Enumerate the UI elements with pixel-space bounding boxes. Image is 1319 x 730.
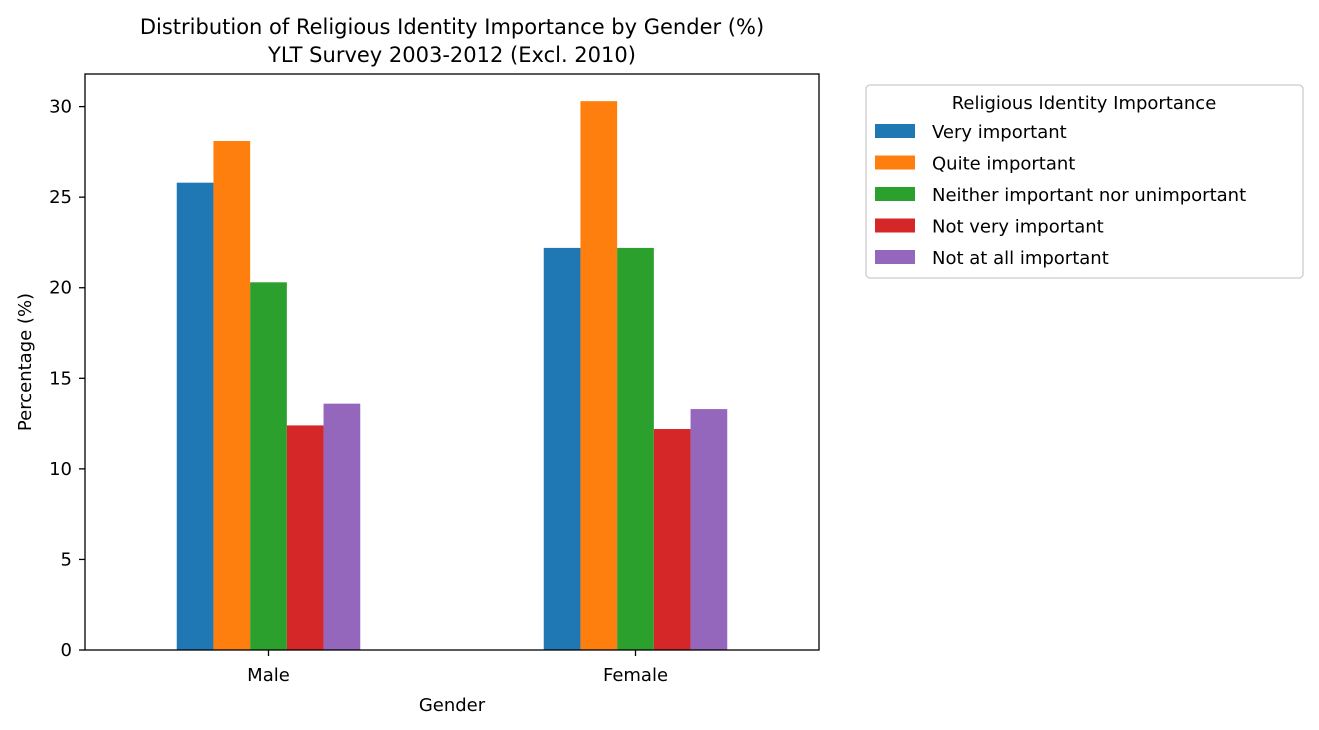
legend-swatch bbox=[875, 250, 915, 264]
bar bbox=[690, 409, 728, 650]
legend-swatch bbox=[875, 218, 915, 233]
x-axis-label: Gender bbox=[419, 695, 486, 716]
y-tick-label: 15 bbox=[49, 368, 72, 389]
legend-swatch bbox=[875, 155, 915, 170]
x-axis: Male Female bbox=[247, 650, 668, 686]
bar bbox=[250, 282, 287, 650]
bar bbox=[323, 403, 361, 650]
legend: Religious Identity Importance Very impor… bbox=[865, 84, 1304, 279]
legend-entry-label: Neither important nor unimportant bbox=[932, 185, 1246, 206]
bar bbox=[213, 141, 251, 650]
legend-frame bbox=[865, 84, 1304, 279]
legend-entry-label: Very important bbox=[932, 122, 1067, 143]
legend-swatch bbox=[875, 187, 915, 201]
y-tick-label: 10 bbox=[49, 459, 72, 480]
bar bbox=[617, 247, 654, 650]
legend-entry-label: Not at all important bbox=[932, 248, 1109, 269]
x-tick-label: Male bbox=[247, 665, 290, 686]
x-tick-label: Female bbox=[603, 665, 668, 686]
legend-items: Very important Quite important Neither imp… bbox=[875, 122, 1246, 269]
legend-entry-label: Quite important bbox=[932, 154, 1075, 175]
legend-entry-label: Not very important bbox=[932, 217, 1104, 238]
y-tick-label: 20 bbox=[49, 278, 72, 299]
legend-title: Religious Identity Importance bbox=[952, 93, 1217, 114]
y-tick-label: 30 bbox=[49, 97, 72, 118]
y-tick-label: 0 bbox=[61, 640, 72, 661]
y-tick-label: 25 bbox=[49, 187, 72, 208]
bar bbox=[580, 101, 618, 651]
bar bbox=[176, 182, 214, 650]
y-axis: 0 5 10 15 20 25 30 bbox=[49, 97, 85, 661]
bar bbox=[543, 247, 581, 650]
legend-swatch bbox=[875, 124, 915, 138]
y-tick-label: 5 bbox=[61, 549, 72, 570]
y-axis-label: Percentage (%) bbox=[15, 293, 36, 431]
plot-frame bbox=[84, 73, 820, 651]
bar bbox=[653, 429, 691, 650]
bar bbox=[286, 425, 324, 650]
bars-layer bbox=[176, 101, 728, 651]
chart-subtitle: YLT Survey 2003-2012 (Excl. 2010) bbox=[267, 43, 636, 67]
chart-title: Distribution of Religious Identity Impor… bbox=[140, 15, 764, 39]
